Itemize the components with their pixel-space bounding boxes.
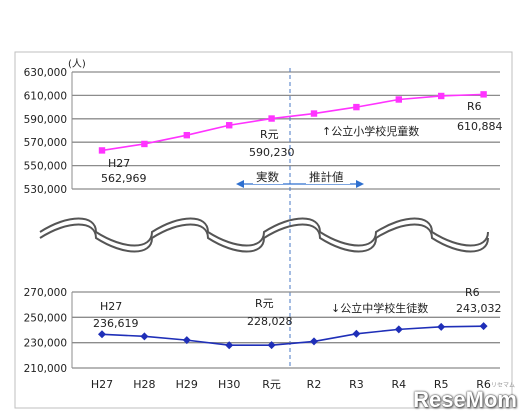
axis-break-wave-top: [39, 217, 489, 247]
bottom-annot-end-value: 243,032: [456, 302, 502, 315]
top-series-line: [101, 93, 484, 152]
axis-break-wave-bottom: [39, 223, 489, 253]
top-y-tick-label: 570,000: [24, 137, 67, 149]
bottom-series-marker: [352, 329, 361, 338]
top-y-tick-label: 630,000: [24, 67, 67, 79]
top-series-marker: [141, 140, 148, 148]
bottom-series-marker: [140, 332, 149, 341]
bottom-series-marker: [267, 341, 276, 350]
region-arrow-left-head: [236, 180, 244, 188]
top-series-marker: [395, 96, 402, 103]
bottom-annot-mid-name: R元: [255, 297, 274, 310]
region-actual-bg: [253, 170, 283, 184]
chart-frame: [14, 51, 513, 409]
top-annot-end-value: 610,884: [457, 120, 503, 133]
watermark-logo: ReseMom: [413, 387, 517, 412]
bottom-series-marker: [182, 336, 191, 345]
top-series-marker: [480, 91, 487, 98]
x-tick-label: R2: [307, 378, 322, 391]
bottom-annot-mid-value: 228,028: [247, 315, 293, 328]
top-annot-mid-value: 590,230: [249, 146, 295, 159]
top-y-tick-label: 590,000: [24, 114, 67, 126]
top-series-marker: [438, 92, 445, 100]
top-annot-mid-name: R元: [260, 128, 279, 141]
x-tick-label: R元: [262, 378, 281, 391]
top-series-marker: [226, 122, 233, 129]
bottom-y-tick-label: 230,000: [24, 338, 67, 350]
top-series-label: ↑公立小学校児童数: [322, 124, 419, 138]
top-series-marker: [183, 131, 190, 139]
region-arrow-right-head: [356, 180, 364, 188]
bottom-annot-start-value: 236,619: [93, 317, 139, 330]
top-annot-start-value: 562,969: [101, 172, 147, 185]
watermark-subtext: リセマム: [490, 382, 515, 389]
bottom-series-line: [101, 325, 484, 347]
top-y-tick-label: 530,000: [24, 184, 67, 196]
x-tick-label: H27: [91, 378, 113, 391]
x-tick-label: H29: [176, 378, 198, 391]
top-annot-start-name: H27: [108, 157, 130, 170]
x-tick-label: H28: [133, 378, 155, 391]
bottom-series-label: ↓公立中学校生徒数: [331, 301, 428, 315]
bottom-series-marker: [310, 337, 318, 346]
x-tick-label: R3: [349, 378, 364, 391]
top-y-tick-label: 610,000: [24, 90, 67, 102]
top-series-marker: [353, 103, 360, 111]
top-series-marker: [98, 147, 106, 154]
x-tick-label: H30: [218, 378, 240, 391]
bottom-y-tick-label: 270,000: [24, 287, 67, 299]
bottom-series-marker: [479, 322, 488, 331]
region-actual-label: 実数: [256, 170, 279, 184]
bottom-series-marker: [394, 325, 403, 334]
top-annot-end-name: R6: [467, 100, 482, 113]
bottom-annot-start-name: H27: [100, 300, 122, 313]
x-tick-label: R4: [391, 378, 406, 391]
region-estimate-bg: [306, 170, 350, 184]
top-series-marker: [310, 110, 318, 117]
bottom-series-marker: [437, 322, 446, 331]
bottom-annot-end-name: R6: [465, 286, 480, 299]
region-estimate-label: 推計値: [309, 170, 344, 184]
top-y-tick-label: 550,000: [24, 161, 67, 173]
bottom-series-marker: [98, 330, 106, 339]
top-series-marker: [268, 115, 275, 122]
x-tick-label: R6: [476, 378, 491, 391]
bottom-series-marker: [225, 341, 234, 350]
bottom-y-tick-label: 210,000: [24, 363, 67, 375]
bottom-y-tick-label: 250,000: [24, 312, 67, 324]
x-tick-label: R5: [434, 378, 449, 391]
unit-label: (人): [68, 58, 86, 70]
